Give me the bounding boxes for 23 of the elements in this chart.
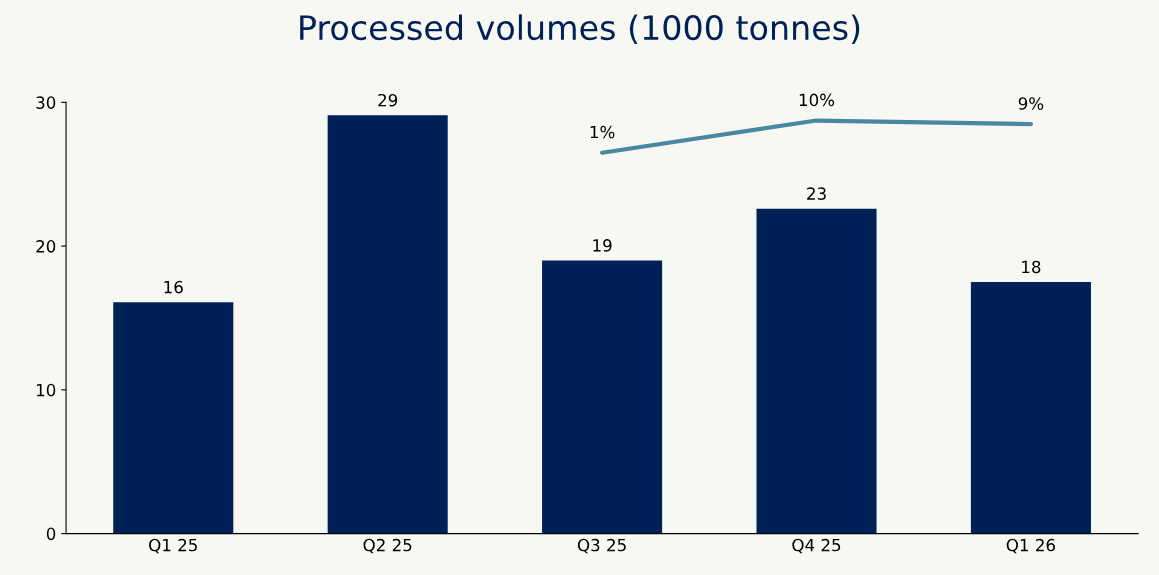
x-tick-label: Q4 25 [792,538,841,554]
y-tick-label: 20 [36,240,56,253]
bar [756,208,877,534]
data-label: 9% [1018,97,1044,110]
x-tick-label: Q2 25 [363,538,412,554]
bar [327,115,448,534]
data-label: 1% [590,125,615,139]
data-label: 29 [378,93,398,107]
data-label: 19 [593,239,612,252]
y-tick-label: 30 [36,96,56,109]
bar [970,282,1091,534]
y-tick-label: 10 [36,383,56,397]
y-tick-label: 0 [46,527,56,541]
data-label: 10% [799,93,835,107]
data-label: 18 [1022,260,1041,274]
bar [113,302,234,534]
bar [542,260,663,534]
data-label: 16 [164,280,183,294]
data-label: 23 [807,187,826,200]
x-tick-label: Q1 26 [1006,538,1055,554]
x-tick-label: Q1 25 [149,538,197,554]
x-tick-label: Q3 25 [577,538,626,554]
chart-title: Processed volumes (1000 tonnes) [300,14,860,45]
